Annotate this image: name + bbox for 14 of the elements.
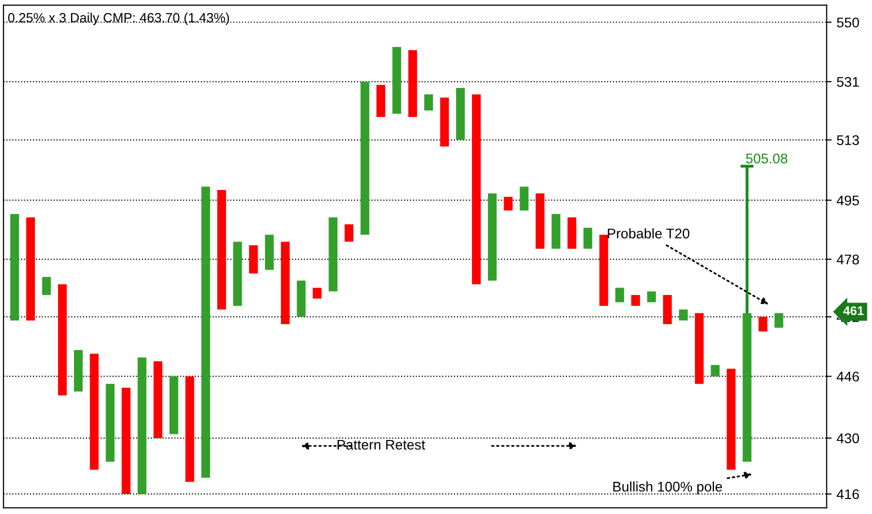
y-tick-label: 446: [836, 372, 859, 382]
text: 0.25% x 3 Daily CMP: 463.70 (1.43%): [8, 12, 229, 25]
annotation: Pattern Retest: [338, 440, 426, 450]
annotation: Probable T20: [608, 228, 690, 238]
ref-line-label: 505.08: [746, 154, 788, 164]
y-tick-label: 550: [836, 18, 860, 28]
y-tick-label: 531: [836, 76, 859, 87]
y-tick-label: 478: [836, 254, 859, 264]
annotation: Bullish 100% pole: [613, 481, 722, 494]
y-tick-label: 495: [836, 196, 859, 206]
y-tick-label: 430: [836, 433, 860, 444]
y-tick-label: 416: [836, 489, 859, 500]
text: 461: [843, 306, 864, 316]
y-tick-label: 513: [836, 135, 859, 146]
